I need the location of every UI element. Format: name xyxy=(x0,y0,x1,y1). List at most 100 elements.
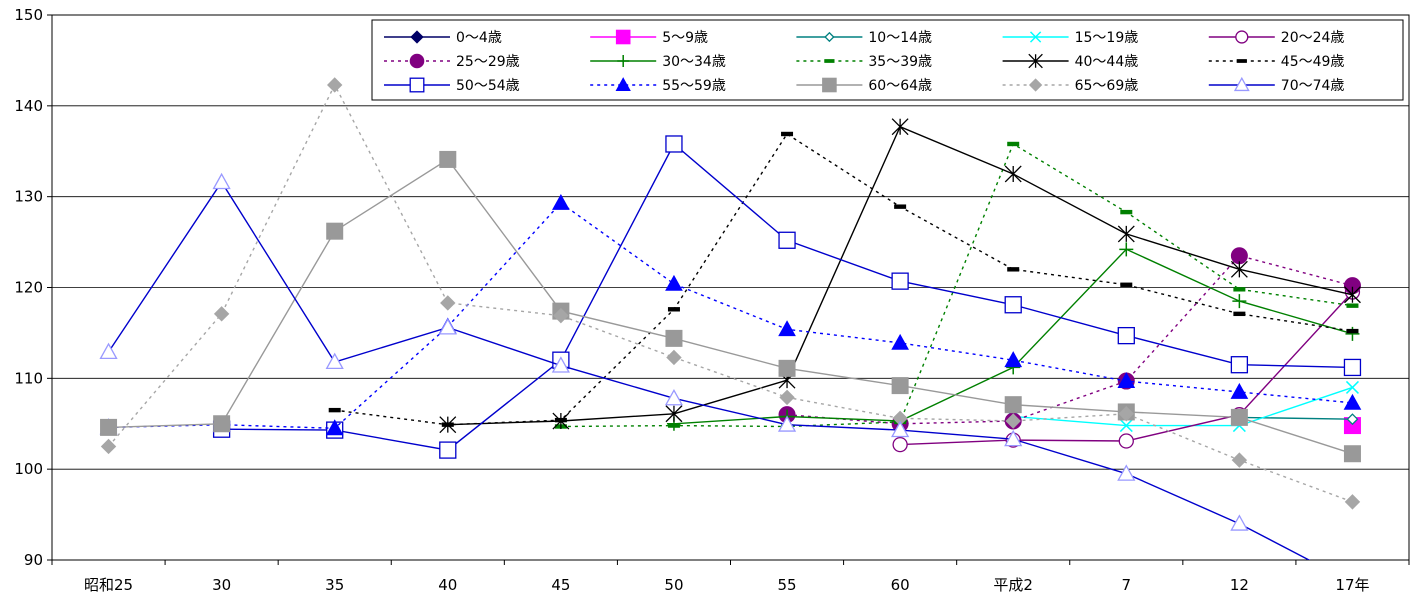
legend-swatch-marker xyxy=(615,77,631,91)
legend-swatch-marker xyxy=(1235,30,1249,44)
data-point xyxy=(440,295,456,311)
y-tick-label: 150 xyxy=(14,6,43,24)
legend-label: 5～9歳 xyxy=(662,30,708,46)
data-point xyxy=(1230,247,1248,265)
data-point xyxy=(1343,358,1362,377)
series-14 xyxy=(99,172,1311,560)
x-tick-label: 昭和25 xyxy=(84,576,133,594)
data-point xyxy=(1230,514,1249,531)
legend-swatch-marker xyxy=(409,77,425,93)
data-point xyxy=(1120,282,1133,287)
series-10 xyxy=(212,135,1362,459)
y-tick-label: 130 xyxy=(14,188,43,206)
data-point xyxy=(779,389,795,406)
data-point xyxy=(213,415,231,433)
data-point xyxy=(212,172,231,190)
data-point xyxy=(1343,393,1362,410)
data-point xyxy=(439,441,457,459)
series-line xyxy=(107,83,1353,503)
legend-swatch-marker xyxy=(824,59,835,63)
data-point xyxy=(1004,351,1023,368)
legend-swatch-marker xyxy=(822,77,837,93)
series-line xyxy=(334,133,1353,426)
x-tick-label: 60 xyxy=(891,576,910,594)
y-tick-label: 100 xyxy=(14,460,43,478)
data-point xyxy=(554,417,567,423)
data-point xyxy=(778,320,796,337)
legend-item: 60～64歳 xyxy=(796,77,932,94)
data-point xyxy=(778,231,796,249)
legend-label: 60～64歳 xyxy=(868,78,932,94)
data-point xyxy=(1230,408,1248,426)
legend-item: 5～9歳 xyxy=(590,29,708,46)
data-point xyxy=(1004,429,1023,447)
data-point xyxy=(892,436,908,453)
data-point xyxy=(891,118,909,136)
legend-item: 10～14歳 xyxy=(796,30,932,46)
data-point xyxy=(1346,413,1359,426)
data-point xyxy=(326,222,344,240)
data-point xyxy=(1117,326,1135,345)
data-point xyxy=(665,135,683,153)
legend-item: 50～54歳 xyxy=(384,77,520,94)
legend-label: 35～39歳 xyxy=(868,54,932,70)
y-axis-ticks: 90 100 110 120 130 140 150 xyxy=(14,6,52,569)
series-3 xyxy=(1006,380,1359,433)
legend-swatch-marker xyxy=(1029,31,1042,43)
data-point xyxy=(213,306,230,322)
legend-swatch-marker xyxy=(1028,78,1043,92)
data-point xyxy=(1233,311,1246,317)
y-tick-label: 110 xyxy=(14,369,43,387)
data-point xyxy=(1007,141,1020,147)
data-point xyxy=(439,150,457,168)
data-point xyxy=(1118,406,1134,422)
x-tick-label: 35 xyxy=(325,576,344,594)
data-point xyxy=(553,307,569,324)
series-line xyxy=(107,180,1311,560)
series-8 xyxy=(439,118,1361,434)
legend: 0～4歳 5～9歳 10～14歳 15～19歳 20～24歳 25～29歳 30～34歳 35… xyxy=(371,19,1404,101)
legend-item: 55～59歳 xyxy=(590,77,726,94)
data-point xyxy=(99,342,118,360)
data-point xyxy=(777,415,797,432)
legend-swatch-marker xyxy=(617,55,630,67)
data-point xyxy=(1004,296,1022,314)
data-point xyxy=(1343,445,1361,463)
legend-label: 15～19歳 xyxy=(1075,30,1139,46)
legend-item: 65～69歳 xyxy=(1002,78,1138,94)
legend-label: 50～54歳 xyxy=(456,78,520,94)
data-point xyxy=(1117,225,1135,243)
legend-label: 55～59歳 xyxy=(662,78,726,94)
x-tick-label: 17年 xyxy=(1335,576,1369,594)
data-point xyxy=(1344,494,1361,510)
series-4 xyxy=(892,284,1361,453)
legend-label: 10～14歳 xyxy=(868,30,932,46)
legend-swatch-marker xyxy=(824,31,835,43)
series-line xyxy=(1239,416,1353,420)
data-point xyxy=(1344,286,1361,304)
data-point xyxy=(551,356,570,373)
data-point xyxy=(438,318,457,335)
legend-item: 0～4歳 xyxy=(384,30,502,46)
legend-swatch-marker xyxy=(1233,76,1250,92)
series-9 xyxy=(328,131,1359,427)
data-point xyxy=(665,405,683,423)
x-tick-label: 30 xyxy=(212,576,231,594)
series-line xyxy=(1013,386,1353,427)
data-point xyxy=(1005,413,1021,429)
x-tick-label: 45 xyxy=(551,576,570,594)
legend-swatch-marker xyxy=(615,29,631,45)
data-point xyxy=(1346,328,1359,334)
legend-item: 15～19歳 xyxy=(1002,30,1139,46)
legend-label: 20～24歳 xyxy=(1281,30,1345,46)
series-11 xyxy=(99,193,1362,436)
data-point xyxy=(1117,372,1136,388)
data-point xyxy=(891,420,910,438)
data-point xyxy=(894,204,907,209)
data-point xyxy=(325,352,344,370)
data-point xyxy=(666,349,682,366)
data-point xyxy=(891,272,909,290)
data-point xyxy=(1004,396,1022,414)
data-point xyxy=(667,307,680,312)
